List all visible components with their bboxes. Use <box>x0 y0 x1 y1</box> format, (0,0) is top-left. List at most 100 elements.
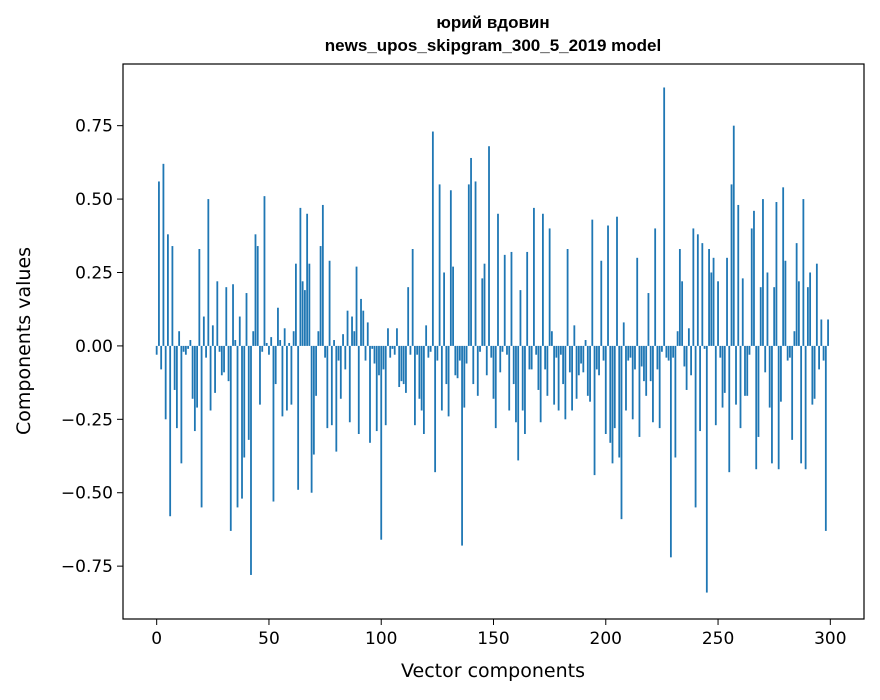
bar <box>618 345 621 458</box>
bar <box>351 316 353 346</box>
bar <box>818 345 820 370</box>
bar <box>663 87 666 346</box>
bar <box>562 345 565 385</box>
bar <box>171 246 174 346</box>
bar <box>782 187 785 346</box>
bar <box>764 345 767 373</box>
bar <box>771 345 773 464</box>
bar <box>303 290 306 346</box>
bar <box>524 345 526 434</box>
bar <box>472 345 475 385</box>
bar <box>425 325 428 346</box>
bar <box>187 345 190 349</box>
bar <box>678 249 681 346</box>
bar <box>499 345 502 373</box>
bar <box>337 345 340 361</box>
bar <box>546 345 549 396</box>
bar <box>683 345 686 367</box>
bar <box>557 345 560 411</box>
bar <box>604 345 607 434</box>
bar <box>458 345 461 361</box>
bar <box>710 272 713 346</box>
bar <box>625 345 627 411</box>
bar <box>726 257 728 346</box>
bar <box>465 345 468 364</box>
bar <box>813 345 816 399</box>
bar <box>321 204 324 346</box>
bar <box>577 345 580 376</box>
bar <box>312 345 315 455</box>
bar <box>209 345 212 411</box>
bar <box>732 125 735 346</box>
bar <box>672 345 675 358</box>
bar <box>717 281 719 346</box>
bar <box>550 331 553 346</box>
bar <box>160 345 163 370</box>
bar <box>357 345 360 434</box>
bar <box>696 234 699 346</box>
bar <box>193 345 196 432</box>
chart-title: юрий вдовин <box>436 13 549 32</box>
bar <box>243 345 246 458</box>
bar <box>519 290 522 346</box>
bar <box>283 328 286 346</box>
bar <box>598 345 600 376</box>
bar <box>330 345 333 426</box>
bar <box>512 345 515 385</box>
bar <box>775 202 778 346</box>
bar <box>744 345 746 396</box>
bar <box>645 345 648 396</box>
bar <box>634 345 636 370</box>
bar <box>324 345 326 358</box>
bar <box>205 345 207 358</box>
bar <box>360 298 362 346</box>
bar <box>600 260 603 346</box>
bar <box>375 345 378 432</box>
bar <box>382 345 385 370</box>
bar <box>245 293 248 346</box>
bar <box>380 345 383 540</box>
bar <box>411 249 414 346</box>
bar <box>306 213 309 346</box>
bar <box>510 251 513 346</box>
bar <box>719 345 722 358</box>
bar <box>326 345 329 429</box>
bar <box>575 345 578 399</box>
bar <box>335 345 338 452</box>
bar <box>723 345 726 393</box>
bar <box>191 345 194 399</box>
bar <box>539 345 542 423</box>
bar <box>503 254 506 346</box>
bar <box>681 281 684 346</box>
bar <box>481 278 484 346</box>
y-tick-label: −0.75 <box>61 557 113 577</box>
bar <box>515 345 517 423</box>
bar <box>422 345 425 434</box>
bar <box>196 345 198 408</box>
bar <box>474 181 477 346</box>
bar <box>533 207 535 346</box>
bar <box>488 146 490 346</box>
bar <box>497 213 499 346</box>
bar <box>169 345 172 517</box>
bar <box>806 287 809 346</box>
bar <box>607 225 609 346</box>
bar <box>824 345 827 531</box>
bar <box>762 199 764 346</box>
bar <box>652 345 654 423</box>
bar <box>784 260 787 346</box>
bar <box>454 345 457 376</box>
bar <box>768 345 771 408</box>
bar <box>236 345 239 508</box>
bar <box>342 334 344 346</box>
bar <box>227 345 230 382</box>
bar <box>640 345 643 367</box>
bar <box>800 345 803 464</box>
bar <box>214 345 216 393</box>
bar <box>281 345 284 417</box>
bar <box>602 345 605 361</box>
bar <box>566 249 569 346</box>
bar <box>780 345 782 402</box>
bar <box>429 345 432 352</box>
